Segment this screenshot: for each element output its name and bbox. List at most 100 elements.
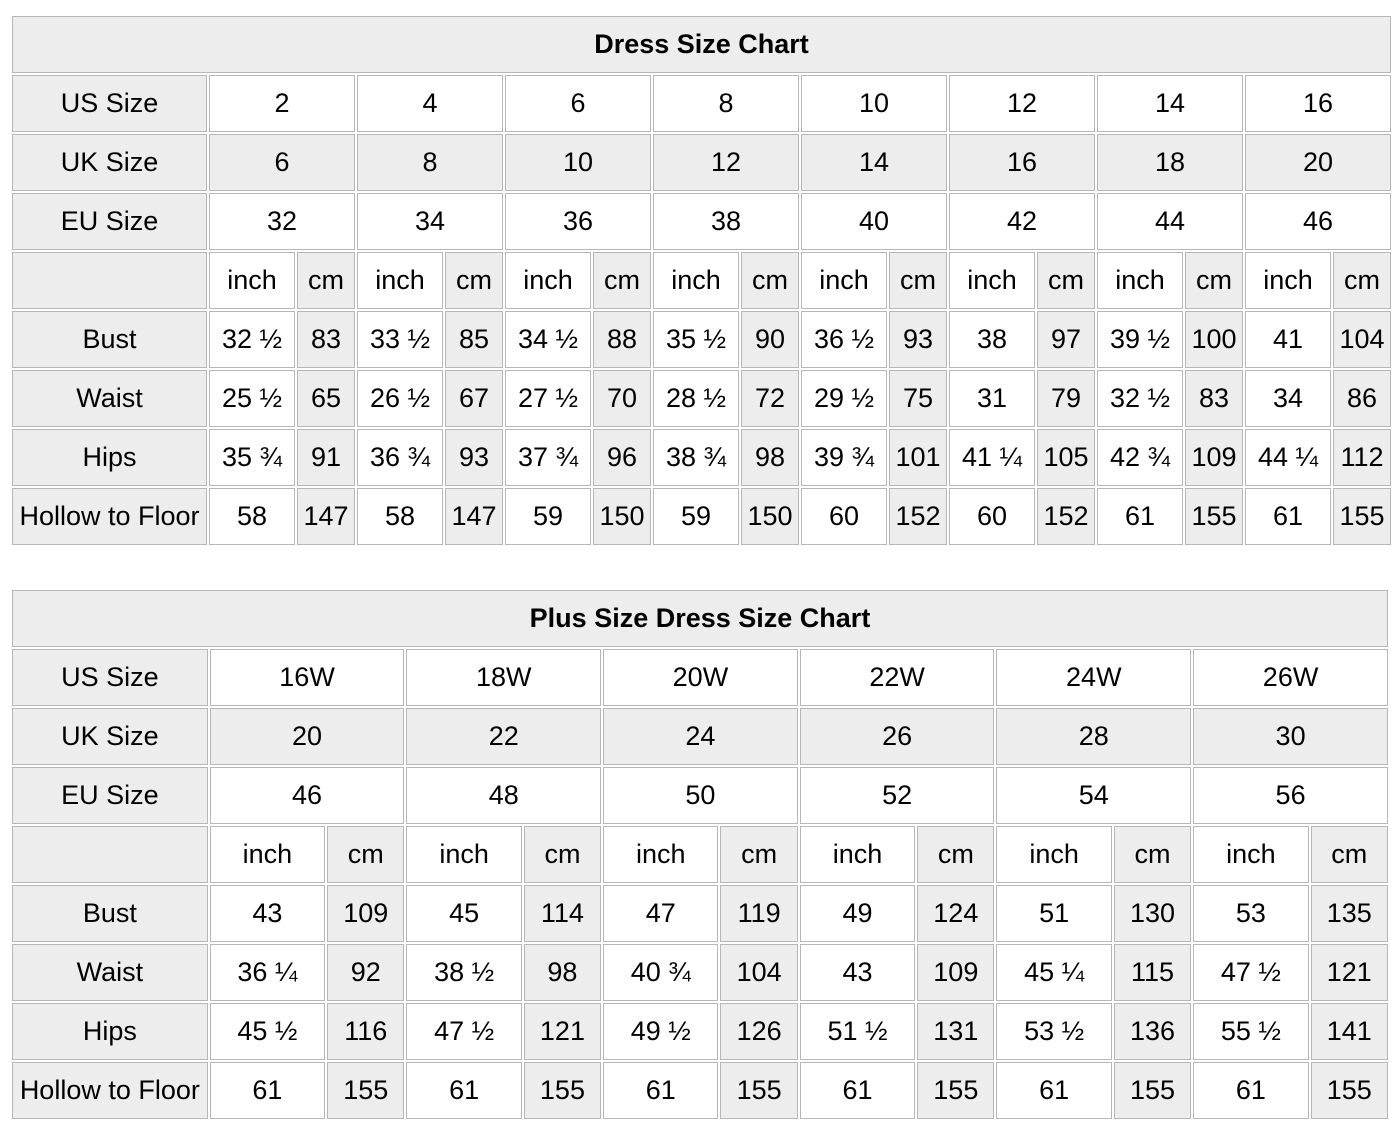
hips-inch-value: 45 ½ (209, 1003, 326, 1060)
hollow-to-floor-inch-value: 61 (209, 1062, 326, 1119)
us-size-value: 18W (406, 649, 602, 706)
waist-row: Waist 36 ¼ 92 38 ½ 98 40 ¾ 104 43 109 45 ¼ 115 47 ½… (12, 944, 1388, 1001)
row-label: Hips (12, 429, 207, 486)
eu-size-value: 48 (406, 767, 602, 824)
unit-cm-label: cm (741, 252, 799, 309)
bust-cm-value: 93 (889, 311, 947, 368)
waist-cm-value: 121 (1310, 944, 1388, 1001)
hollow-to-floor-cm-value: 155 (1185, 488, 1243, 545)
unit-cm-label: cm (297, 252, 355, 309)
hollow-to-floor-cm-value: 150 (741, 488, 799, 545)
row-label: UK Size (12, 708, 208, 765)
us-size-value: 16W (209, 649, 405, 706)
title-row: Dress Size Chart (12, 16, 1391, 73)
uk-size-value: 10 (505, 134, 651, 191)
row-label: US Size (12, 649, 208, 706)
row-label: Hollow to Floor (12, 488, 207, 545)
hollow-to-floor-cm-value: 147 (445, 488, 503, 545)
eu-size-value: 50 (603, 767, 798, 824)
bust-cm-value: 104 (1333, 311, 1391, 368)
bust-inch-value: 43 (209, 885, 326, 942)
hollow-to-floor-inch-value: 60 (801, 488, 887, 545)
hollow-to-floor-cm-value: 155 (917, 1062, 995, 1119)
uk-size-value: 18 (1097, 134, 1243, 191)
unit-cm-label: cm (917, 826, 995, 883)
eu-size-value: 52 (799, 767, 995, 824)
hips-inch-value: 35 ¾ (209, 429, 295, 486)
bust-cm-value: 119 (720, 885, 798, 942)
hips-cm-value: 136 (1113, 1003, 1192, 1060)
waist-inch-value: 31 (949, 370, 1035, 427)
bust-row: Bust 43 109 45 114 47 119 49 124 51 130 53 135 (12, 885, 1388, 942)
table-title: Plus Size Dress Size Chart (12, 590, 1388, 647)
hips-cm-value: 93 (445, 429, 503, 486)
uk-size-value: 26 (799, 708, 995, 765)
row-label: EU Size (12, 193, 207, 250)
unit-inch-label: inch (357, 252, 443, 309)
waist-cm-value: 72 (741, 370, 799, 427)
waist-inch-value: 34 (1245, 370, 1331, 427)
unit-inch-label: inch (406, 826, 522, 883)
hollow-to-floor-inch-value: 61 (603, 1062, 719, 1119)
bust-cm-value: 85 (445, 311, 503, 368)
waist-cm-value: 75 (889, 370, 947, 427)
us-size-value: 26W (1193, 649, 1388, 706)
eu-size-value: 34 (357, 193, 503, 250)
bust-inch-value: 38 (949, 311, 1035, 368)
unit-inch-label: inch (801, 252, 887, 309)
bust-inch-value: 32 ½ (209, 311, 295, 368)
unit-row-spacer (12, 826, 208, 883)
us-size-value: 8 (653, 75, 799, 132)
unit-cm-label: cm (327, 826, 405, 883)
waist-inch-value: 26 ½ (357, 370, 443, 427)
unit-inch-label: inch (1193, 826, 1309, 883)
hips-cm-value: 98 (741, 429, 799, 486)
waist-cm-value: 104 (720, 944, 798, 1001)
uk-size-value: 6 (209, 134, 355, 191)
hips-inch-value: 42 ¾ (1097, 429, 1183, 486)
row-label: Waist (12, 944, 208, 1001)
bust-cm-value: 130 (1113, 885, 1192, 942)
waist-inch-value: 43 (799, 944, 916, 1001)
uk-size-value: 20 (1245, 134, 1391, 191)
hips-cm-value: 112 (1333, 429, 1391, 486)
unit-cm-label: cm (445, 252, 503, 309)
hollow-to-floor-row: Hollow to Floor 61 155 61 155 61 155 61 155 61 155… (12, 1062, 1388, 1119)
eu-size-value: 56 (1193, 767, 1388, 824)
bust-cm-value: 114 (523, 885, 602, 942)
title-row: Plus Size Dress Size Chart (12, 590, 1388, 647)
hips-inch-value: 41 ¼ (949, 429, 1035, 486)
hollow-to-floor-inch-value: 60 (949, 488, 1035, 545)
waist-inch-value: 27 ½ (505, 370, 591, 427)
hollow-to-floor-inch-value: 61 (996, 1062, 1112, 1119)
bust-cm-value: 83 (297, 311, 355, 368)
eu-size-value: 46 (1245, 193, 1391, 250)
unit-cm-label: cm (593, 252, 651, 309)
unit-inch-label: inch (603, 826, 719, 883)
eu-size-value: 38 (653, 193, 799, 250)
waist-cm-value: 70 (593, 370, 651, 427)
us-size-row: US Size 2 4 6 8 10 12 14 16 (12, 75, 1391, 132)
hips-inch-value: 39 ¾ (801, 429, 887, 486)
hollow-to-floor-row: Hollow to Floor 58 147 58 147 59 150 59 150 60 152… (12, 488, 1391, 545)
waist-cm-value: 86 (1333, 370, 1391, 427)
bust-cm-value: 124 (917, 885, 995, 942)
bust-inch-value: 49 (799, 885, 916, 942)
bust-inch-value: 33 ½ (357, 311, 443, 368)
us-size-value: 22W (799, 649, 995, 706)
unit-cm-label: cm (523, 826, 602, 883)
unit-header-row: inch cm inch cm inch cm inch cm inch cm inch cm inch… (12, 252, 1391, 309)
hips-inch-value: 44 ¼ (1245, 429, 1331, 486)
hollow-to-floor-inch-value: 61 (1193, 1062, 1309, 1119)
bust-inch-value: 41 (1245, 311, 1331, 368)
bust-inch-value: 39 ½ (1097, 311, 1183, 368)
dress-size-chart-table: Dress Size Chart US Size 2 4 6 8 10 12 14 16 UK Si… (10, 14, 1393, 547)
row-label: EU Size (12, 767, 208, 824)
hollow-to-floor-inch-value: 61 (799, 1062, 916, 1119)
eu-size-value: 36 (505, 193, 651, 250)
hollow-to-floor-cm-value: 150 (593, 488, 651, 545)
row-label: Bust (12, 885, 208, 942)
hips-cm-value: 126 (720, 1003, 798, 1060)
us-size-value: 2 (209, 75, 355, 132)
eu-size-value: 32 (209, 193, 355, 250)
